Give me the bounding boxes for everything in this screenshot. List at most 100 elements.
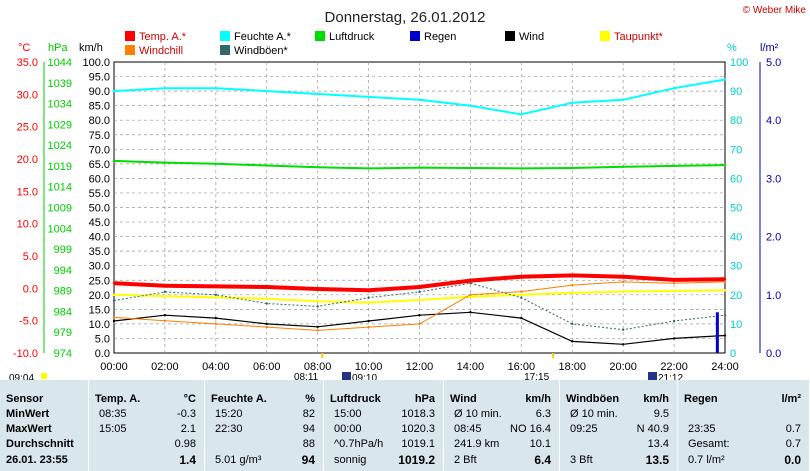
data-point [520, 167, 523, 170]
table-unit: °C [183, 393, 196, 405]
data-point [316, 287, 319, 291]
table-cell-value: 0.7 [785, 423, 801, 435]
table-cell-label: Ø 10 min. [570, 408, 618, 420]
table-cell-label: Ø 10 min. [454, 408, 502, 420]
data-point [418, 298, 421, 302]
temp-tick-label: 0.0 [23, 283, 38, 295]
table-col-2: Feuchte A.% 15:20 82 22:30 94 88 5.01 g/m³ 94 [205, 380, 324, 471]
wind-tick-label: 35.0 [89, 246, 110, 258]
data-point [672, 337, 676, 340]
x-tick-label: 08:00 [304, 361, 332, 373]
table-cell-value: 94 [301, 453, 315, 467]
legend-label: Temp. A.* [139, 31, 187, 43]
table-header: Regen [684, 393, 718, 405]
data-point [367, 167, 370, 170]
temp-tick-label: 35.0 [17, 57, 38, 69]
rain-tick-label: 0.0 [766, 348, 781, 360]
chart-title: Donnerstag, 26.01.2012 [325, 9, 486, 26]
moonset-label: 21:12 [658, 373, 683, 380]
wind-tick-label: 75.0 [89, 130, 110, 142]
summary-table: Sensor MinWert MaxWert Durchschnitt 26.0… [0, 380, 810, 471]
data-point [621, 328, 625, 331]
table-cell-value: 1018.3 [401, 408, 435, 420]
wind-tick-label: 70.0 [89, 144, 110, 156]
x-tick-label: 24:00 [711, 361, 739, 373]
data-point [723, 313, 727, 317]
row-label-max: MaxWert [6, 423, 52, 435]
wind-tick-label: 30.0 [89, 261, 110, 273]
humidity-tick-label: 10 [730, 319, 742, 331]
pressure-tick-label: 984 [54, 306, 72, 318]
pressure-tick-label: 1019 [48, 161, 72, 173]
rain-tick-label: 2.0 [766, 232, 781, 244]
data-point [672, 281, 676, 285]
data-point [265, 325, 268, 329]
temp-tick-label: 10.0 [17, 219, 38, 231]
table-cell-value: NO 16.4 [510, 423, 551, 435]
data-point [112, 319, 116, 323]
table-cell-label: Gesamt: [688, 438, 730, 450]
row-label-min: MinWert [6, 408, 50, 420]
pressure-tick-label: 1004 [48, 223, 72, 235]
data-point [367, 319, 370, 323]
table-cell-value: 1.4 [179, 453, 196, 467]
x-tick-label: 16:00 [508, 361, 536, 373]
legend-swatch [125, 45, 135, 55]
x-tick-label: 20:00 [609, 361, 637, 373]
pressure-unit-label: hPa [48, 42, 68, 54]
data-point [469, 311, 472, 314]
humidity-tick-label: 40 [730, 232, 742, 244]
table-cell-value: 88 [302, 438, 315, 450]
x-tick-label: 04:00 [202, 361, 230, 373]
legend-swatch [125, 31, 135, 41]
table-cell-label: sonnig [334, 454, 367, 466]
wind-tick-label: 90.0 [89, 86, 110, 98]
table-cell-value: 1020.3 [401, 423, 435, 435]
data-point [621, 275, 625, 278]
pressure-tick-label: 1029 [48, 119, 72, 131]
data-point [316, 300, 319, 303]
wind-tick-label: 20.0 [89, 290, 110, 302]
data-point [571, 274, 574, 277]
data-point [265, 89, 268, 93]
data-point [265, 164, 268, 167]
data-point [112, 299, 116, 302]
wind-tick-label: 40.0 [89, 232, 110, 244]
row-label-avg: Durchschnitt [6, 438, 74, 450]
pressure-tick-label: 989 [54, 286, 72, 298]
data-point [265, 285, 268, 289]
table-cell-label: 3 Bft [570, 454, 593, 466]
data-point [672, 86, 676, 90]
table-unit: km/h [643, 393, 669, 405]
data-point [265, 297, 268, 300]
data-point [621, 165, 625, 168]
data-point [621, 280, 625, 284]
data-point [316, 329, 319, 332]
table-cell-value: 13.5 [645, 453, 669, 467]
data-point [418, 313, 421, 317]
data-point [418, 322, 421, 326]
table-col-6: Regen l/m² 23:35 0.7 Gesamt: 0.7 0.7 l/m² 0.0 [678, 380, 810, 471]
table-header: Temp. A. [95, 393, 141, 405]
data-point [163, 86, 167, 90]
legend-swatch [505, 31, 515, 41]
x-tick-label: 00:00 [100, 361, 128, 373]
moonrise-label: 09:10 [352, 373, 377, 380]
table-cell-label: 15:20 [215, 408, 243, 420]
data-point [469, 293, 472, 296]
humidity-unit-label: % [727, 42, 737, 54]
table-header-sensor: Sensor [6, 393, 44, 405]
data-point [112, 159, 116, 163]
data-point [520, 296, 523, 299]
legend-swatch [410, 31, 420, 41]
table-col-sensor: Sensor MinWert MaxWert Durchschnitt 26.0… [0, 380, 89, 471]
data-point [163, 290, 167, 294]
table-cell-value: N 40.9 [636, 423, 669, 435]
temp-tick-label: 20.0 [17, 154, 38, 166]
data-point [214, 322, 218, 326]
humidity-tick-label: 100 [730, 57, 748, 69]
table-col-3: Luftdruck hPa 15:00 1018.3 00:00 1020.3 ^0.7hP… [324, 380, 444, 471]
wind-tick-label: 55.0 [89, 188, 110, 200]
data-point [316, 165, 319, 169]
wind-tick-label: 10.0 [89, 319, 110, 331]
